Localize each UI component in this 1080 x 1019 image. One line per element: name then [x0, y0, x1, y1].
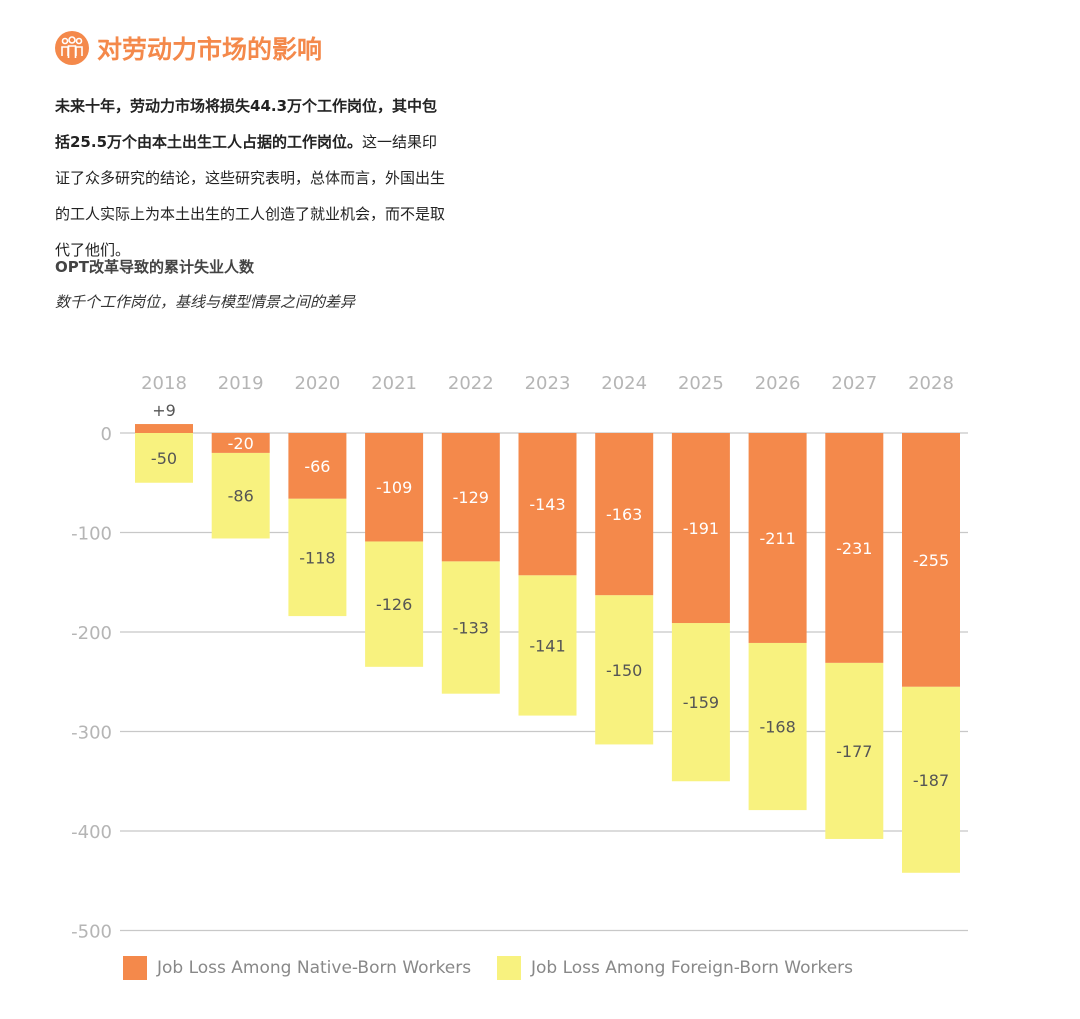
y-tick-label: -200	[71, 623, 112, 644]
x-tick-label: 2023	[525, 373, 571, 394]
intro-rest: 这一结果印证了众多研究的结论，这些研究表明，总体而言，外国出生的工人实际上为本土…	[55, 133, 446, 259]
y-tick-label: -300	[71, 723, 112, 744]
bar-foreign	[595, 595, 654, 745]
bar-native	[441, 433, 500, 562]
data-label-foreign: -126	[376, 595, 412, 614]
bar-foreign	[671, 623, 730, 782]
data-label-foreign: -50	[151, 449, 177, 468]
bar-native	[748, 433, 807, 643]
bar-foreign	[825, 662, 884, 839]
bar-foreign	[748, 642, 807, 811]
chart-title: OPT改革导致的累计失业人数	[55, 258, 254, 276]
data-label-foreign: -133	[453, 619, 489, 638]
legend-swatch-native	[123, 956, 147, 980]
intro-paragraph: 未来十年，劳动力市场将损失44.3万个工作岗位，其中包括25.5万个由本土出生工…	[55, 88, 450, 268]
data-label-foreign: -168	[759, 718, 795, 737]
bar-foreign	[518, 575, 577, 716]
data-label-native: -109	[376, 478, 412, 497]
page-title: 对劳动力市场的影响	[97, 35, 323, 64]
data-label-native: -129	[453, 488, 489, 507]
data-label-foreign: -150	[606, 661, 642, 680]
chart-subtitle: 数千个工作岗位，基线与模型情景之间的差异	[55, 293, 356, 311]
y-tick-label: -400	[71, 822, 112, 843]
bar-foreign	[135, 433, 193, 483]
x-tick-label: 2018	[141, 373, 187, 394]
data-label-native: -255	[913, 551, 949, 570]
bar-native	[135, 424, 193, 433]
bar-foreign	[288, 498, 347, 617]
people-icon	[55, 31, 89, 65]
bar-native	[595, 433, 654, 596]
bar-foreign	[441, 561, 500, 694]
x-tick-label: 2026	[755, 373, 801, 394]
data-label-native: -66	[304, 457, 330, 476]
bar-native	[902, 433, 960, 687]
data-label-native: -20	[228, 434, 254, 453]
bar-foreign	[365, 541, 424, 667]
bar-native	[518, 433, 577, 576]
data-label-native: -143	[529, 495, 565, 514]
x-tick-label: 2024	[601, 373, 647, 394]
data-label-foreign: -86	[228, 487, 254, 506]
legend-item-native: Job Loss Among Native-Born Workers	[123, 956, 471, 980]
bar-foreign	[902, 686, 960, 873]
data-label-foreign: -141	[529, 636, 565, 655]
data-label-native: -163	[606, 505, 642, 524]
legend-swatch-foreign	[497, 956, 521, 980]
bar-native	[671, 433, 730, 624]
intro-bold: 未来十年，劳动力市场将损失44.3万个工作岗位，其中包括25.5万个由本土出生工…	[55, 97, 438, 151]
header: 对劳动力市场的影响	[55, 30, 322, 66]
x-tick-label: 2022	[448, 373, 494, 394]
y-tick-label: -500	[71, 922, 112, 943]
x-tick-label: 2027	[831, 373, 877, 394]
bar-foreign	[211, 452, 270, 539]
bar-native	[825, 433, 884, 663]
x-tick-label: 2021	[371, 373, 417, 394]
legend-label-foreign: Job Loss Among Foreign-Born Workers	[531, 958, 854, 978]
x-tick-label: 2020	[294, 373, 340, 394]
x-tick-label: 2019	[218, 373, 264, 394]
y-tick-label: 0	[101, 424, 112, 445]
data-label-native: +9	[152, 401, 176, 420]
bar-native	[288, 433, 347, 499]
legend-item-foreign: Job Loss Among Foreign-Born Workers	[497, 956, 853, 980]
data-label-native: -211	[759, 529, 795, 548]
data-label-foreign: -118	[299, 548, 335, 567]
data-label-foreign: -187	[913, 771, 949, 790]
data-label-foreign: -177	[836, 742, 872, 761]
data-label-foreign: -159	[683, 693, 719, 712]
bar-native	[365, 433, 424, 542]
bar-native	[211, 433, 270, 453]
y-tick-label: -100	[71, 524, 112, 545]
x-tick-label: 2025	[678, 373, 724, 394]
legend-label-native: Job Loss Among Native-Born Workers	[157, 958, 472, 978]
x-tick-label: 2028	[908, 373, 954, 394]
data-label-native: -231	[836, 539, 872, 558]
data-label-native: -191	[683, 519, 719, 538]
